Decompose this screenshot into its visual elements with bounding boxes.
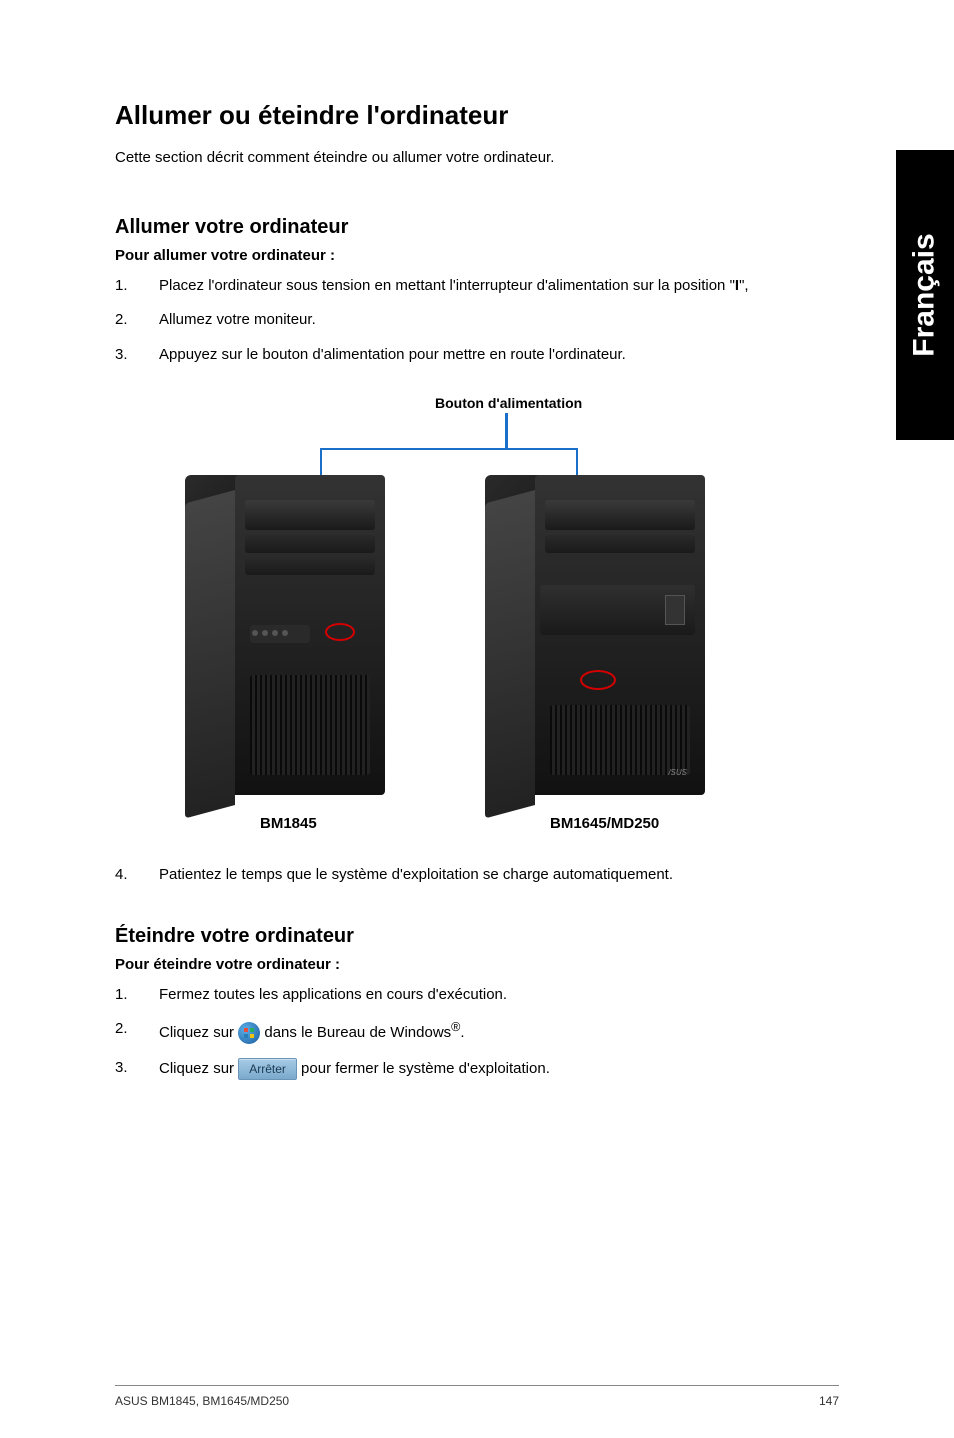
- step-text: Cliquez sur Arrêter pour fermer le systè…: [159, 1058, 839, 1080]
- diagram: Bouton d'alimentation BM1845: [115, 395, 839, 835]
- on-step-2: 2. Allumez votre moniteur.: [115, 310, 839, 330]
- section-off: Éteindre votre ordinateur Pour éteindre …: [115, 925, 839, 1080]
- page-footer: ASUS BM1845, BM1645/MD250 147: [115, 1385, 839, 1408]
- step-text: Fermez toutes les applications en cours …: [159, 985, 839, 1005]
- section-on-subhead: Pour allumer votre ordinateur :: [115, 247, 839, 264]
- language-tab: Français: [896, 150, 954, 440]
- step-text: Allumez votre moniteur.: [159, 310, 839, 330]
- tower-bm1645: /SUS: [485, 475, 705, 795]
- off-step-3: 3. Cliquez sur Arrêter pour fermer le sy…: [115, 1058, 839, 1080]
- step-number: 3.: [115, 1058, 159, 1080]
- intro-text: Cette section décrit comment éteindre ou…: [115, 149, 839, 166]
- power-button-highlight: [325, 623, 355, 641]
- step-number: 1.: [115, 276, 159, 296]
- step-text: Patientez le temps que le système d'expl…: [159, 865, 839, 885]
- tower1-label: BM1845: [260, 815, 317, 832]
- section-off-title: Éteindre votre ordinateur: [115, 925, 839, 948]
- step-number: 2.: [115, 310, 159, 330]
- step-text: Appuyez sur le bouton d'alimentation pou…: [159, 345, 839, 365]
- on-step-1: 1. Placez l'ordinateur sous tension en m…: [115, 276, 839, 296]
- page-body: Allumer ou éteindre l'ordinateur Cette s…: [0, 0, 954, 1080]
- diagram-label: Bouton d'alimentation: [435, 395, 582, 411]
- callout-line: [320, 448, 578, 450]
- on-step-4: 4. Patientez le temps que le système d'e…: [115, 865, 839, 885]
- shutdown-button-image: Arrêter: [238, 1058, 297, 1080]
- step-number: 1.: [115, 985, 159, 1005]
- step-number: 2.: [115, 1019, 159, 1044]
- main-title: Allumer ou éteindre l'ordinateur: [115, 100, 839, 131]
- tower2-label: BM1645/MD250: [550, 815, 659, 832]
- power-button-highlight: [580, 670, 616, 690]
- section-off-subhead: Pour éteindre votre ordinateur :: [115, 956, 839, 973]
- windows-start-icon: [238, 1022, 260, 1044]
- on-step-3: 3. Appuyez sur le bouton d'alimentation …: [115, 345, 839, 365]
- off-step-2: 2. Cliquez sur dans le Bureau de Windows…: [115, 1019, 839, 1044]
- step-number: 4.: [115, 865, 159, 885]
- footer-left: ASUS BM1845, BM1645/MD250: [115, 1394, 289, 1408]
- step-text: Cliquez sur dans le Bureau de Windows®.: [159, 1019, 839, 1044]
- language-tab-text: Français: [908, 233, 942, 356]
- step-number: 3.: [115, 345, 159, 365]
- footer-page-number: 147: [819, 1394, 839, 1408]
- section-on-title: Allumer votre ordinateur: [115, 216, 839, 239]
- step-text: Placez l'ordinateur sous tension en mett…: [159, 276, 839, 296]
- callout-line: [505, 413, 508, 448]
- tower-bm1845: [185, 475, 385, 795]
- off-step-1: 1. Fermez toutes les applications en cou…: [115, 985, 839, 1005]
